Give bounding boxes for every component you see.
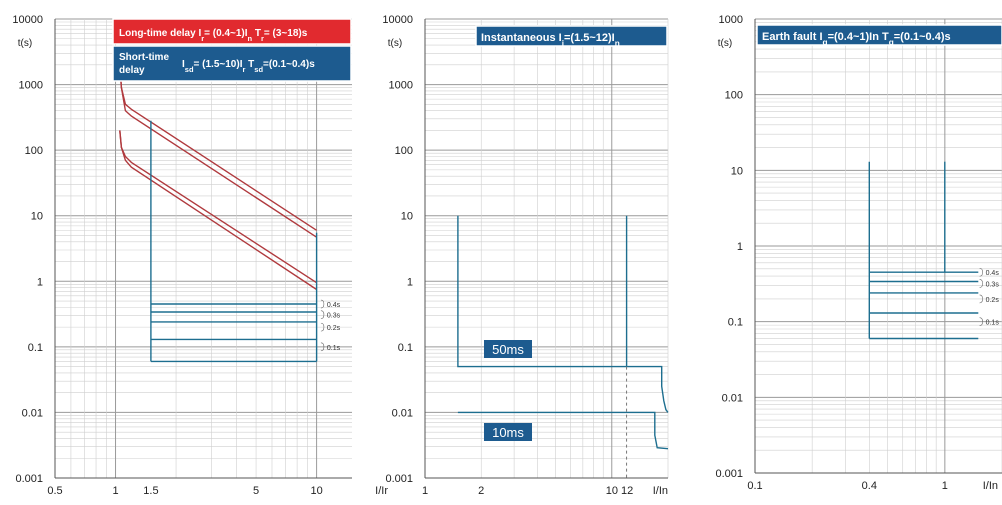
y-tick-label: 0.1 bbox=[398, 342, 413, 354]
chart-panel-1: 10000 1000 100 10 1 0.1 0.01 0.001 t(s) 0.5 1 1.5 5 1… bbox=[12, 14, 388, 497]
label-10ms: 10ms bbox=[492, 425, 524, 440]
y-tick-label: 1000 bbox=[19, 80, 43, 92]
y-tick-label: 10 bbox=[31, 211, 43, 223]
y-tick-label: 0.001 bbox=[715, 468, 743, 480]
annotation-label: 0.2s bbox=[327, 325, 341, 332]
x-tick-label: 2 bbox=[478, 485, 484, 497]
y-tick-label: 0.01 bbox=[722, 392, 743, 404]
short-time-delay-box bbox=[112, 45, 352, 82]
short-time-delay-title: Short-time bbox=[119, 52, 169, 63]
label-50ms: 50ms bbox=[492, 342, 524, 357]
x-axis-label: I/In bbox=[983, 480, 998, 492]
grid bbox=[54, 18, 352, 479]
y-tick-label: 1 bbox=[37, 276, 43, 288]
instantaneous-text: Instantaneous Ii=(1.5~12)In bbox=[481, 32, 620, 48]
y-axis-label: t(s) bbox=[388, 38, 402, 49]
y-tick-label: 1 bbox=[737, 241, 743, 253]
series-line bbox=[457, 411, 669, 450]
x-tick-label: 1.5 bbox=[143, 485, 158, 497]
annotation-label: 0.2s bbox=[986, 297, 1000, 304]
annotation-label: 0.4s bbox=[986, 270, 1000, 277]
annotation-label: 0.4s bbox=[327, 302, 341, 309]
plot-area bbox=[55, 19, 352, 478]
y-tick-label: 100 bbox=[395, 145, 413, 157]
y-tick-label: 10 bbox=[401, 211, 413, 223]
earth-fault-box bbox=[756, 24, 1002, 46]
y-axis-label: t(s) bbox=[18, 38, 32, 49]
chart-panel-2: 10000 1000 100 10 1 0.1 0.01 0.001 t(s) 1 2 10 12 I/… bbox=[382, 14, 669, 497]
y-tick-label: 10000 bbox=[12, 14, 43, 26]
instantaneous-box bbox=[475, 25, 668, 47]
brace-mark bbox=[979, 317, 983, 326]
y-tick-label: 10000 bbox=[382, 14, 413, 26]
brace-mark bbox=[979, 294, 983, 304]
x-tick-label: 10 12 bbox=[606, 485, 634, 497]
x-tick-label: 0.4 bbox=[862, 480, 877, 492]
y-tick-label: 0.1 bbox=[728, 317, 743, 329]
y-tick-label: 10 bbox=[731, 165, 743, 177]
y-tick-label: 0.01 bbox=[392, 407, 413, 419]
plot-area bbox=[425, 19, 668, 478]
y-tick-label: 1000 bbox=[719, 14, 743, 26]
x-tick-label: 5 bbox=[253, 485, 259, 497]
short-time-delay-title-2: delay bbox=[119, 65, 145, 76]
long-time-delay-box bbox=[112, 18, 352, 45]
x-tick-label: 0.5 bbox=[47, 485, 62, 497]
brace-mark bbox=[320, 342, 325, 352]
y-tick-label: 0.001 bbox=[15, 473, 43, 485]
y-tick-label: 100 bbox=[725, 90, 743, 102]
long-time-delay-text: Long-time delay Ir= (0.4~1)In Tr= (3~18)… bbox=[119, 28, 308, 43]
brace-mark bbox=[320, 310, 325, 319]
y-tick-label: 100 bbox=[25, 145, 43, 157]
x-tick-label: 10 bbox=[310, 485, 322, 497]
x-tick-label: 1 bbox=[942, 480, 948, 492]
brace-mark bbox=[979, 279, 983, 288]
annotation-label: 0.3s bbox=[327, 313, 341, 320]
brace-mark bbox=[320, 299, 325, 309]
y-axis-label: t(s) bbox=[718, 38, 732, 49]
y-tick-label: 1000 bbox=[389, 80, 413, 92]
short-time-delay-formula: Isd= (1.5~10)Ir Tsd=(0.1~0.4)s bbox=[182, 59, 315, 74]
y-tick-label: 0.1 bbox=[28, 342, 43, 354]
chart-panel-3: 1000 100 10 1 0.1 0.01 0.001 t(s) 0.1 0.4 1 I/In 0.4… bbox=[715, 14, 1002, 492]
grid bbox=[424, 18, 669, 479]
series-line bbox=[457, 215, 669, 413]
x-axis-label: I/Ir bbox=[375, 485, 388, 497]
x-tick-label: 1 bbox=[112, 485, 118, 497]
annotation-label: 0.1s bbox=[327, 345, 341, 352]
label-10ms-box bbox=[484, 423, 532, 441]
y-tick-label: 0.01 bbox=[22, 407, 43, 419]
annotation-label: 0.1s bbox=[986, 320, 1000, 327]
y-tick-label: 0.001 bbox=[385, 473, 413, 485]
x-axis-label: I/In bbox=[653, 485, 668, 497]
brace-mark bbox=[320, 322, 325, 332]
series-line bbox=[119, 130, 317, 291]
earth-fault-text: Earth fault Ig=(0.4~1)In Tg=(0.1~0.4)s bbox=[762, 31, 951, 47]
brace-mark bbox=[979, 267, 983, 277]
annotation-label: 0.3s bbox=[986, 281, 1000, 288]
x-tick-label: 1 bbox=[422, 485, 428, 497]
x-tick-label: 0.1 bbox=[747, 480, 762, 492]
y-tick-label: 1 bbox=[407, 276, 413, 288]
label-50ms-box bbox=[484, 340, 532, 358]
